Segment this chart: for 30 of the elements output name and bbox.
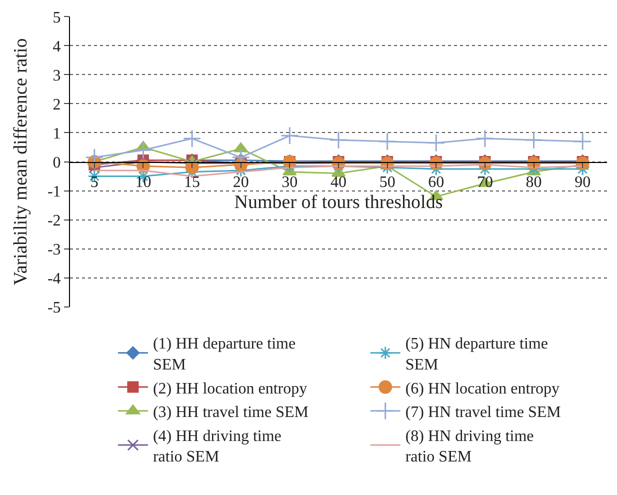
legend-label: (8) HN driving time ratio SEM — [405, 428, 534, 466]
y-axis-title: Variability mean difference ratio — [10, 38, 32, 286]
legend-label: (6) HN location entropy — [405, 380, 560, 398]
y-tick-label: -5 — [47, 299, 61, 316]
x-tick-label: 60 — [428, 174, 444, 191]
x-tick-label: 50 — [379, 174, 396, 191]
x-axis-title: Number of tours thresholds — [234, 192, 443, 213]
y-tick-label: 4 — [52, 38, 61, 56]
legend-label: (5) HN departure time SEM — [405, 336, 548, 374]
legend-label: (3) HH travel time SEM — [152, 404, 308, 422]
y-tick-label: -1 — [47, 183, 61, 200]
x-tick-label: 90 — [574, 174, 591, 191]
y-tick-label: -3 — [47, 241, 61, 258]
y-tick-label: -4 — [47, 270, 61, 288]
y-tick-label: -2 — [47, 212, 61, 230]
legend-label: (4) HH driving time ratio SEM — [152, 428, 282, 466]
y-tick-label: 0 — [52, 154, 61, 172]
y-tick-label: 5 — [52, 9, 61, 26]
x-tick-label: 80 — [526, 174, 542, 191]
x-tick-label: 40 — [330, 174, 346, 191]
y-tick-label: 3 — [52, 67, 61, 84]
y-tick-label: 2 — [52, 96, 61, 114]
legend-label: (7) HN travel time SEM — [405, 404, 561, 422]
x-tick-label: 30 — [282, 174, 298, 191]
x-tick-label: 15 — [184, 174, 200, 191]
y-tick-label: 1 — [52, 125, 61, 142]
legend-label: (2) HH location entropy — [152, 380, 308, 398]
x-tick-label: 10 — [135, 174, 152, 191]
x-tick-label: 20 — [232, 174, 249, 191]
legend-label: (1) HH departure time SEM — [152, 336, 296, 374]
